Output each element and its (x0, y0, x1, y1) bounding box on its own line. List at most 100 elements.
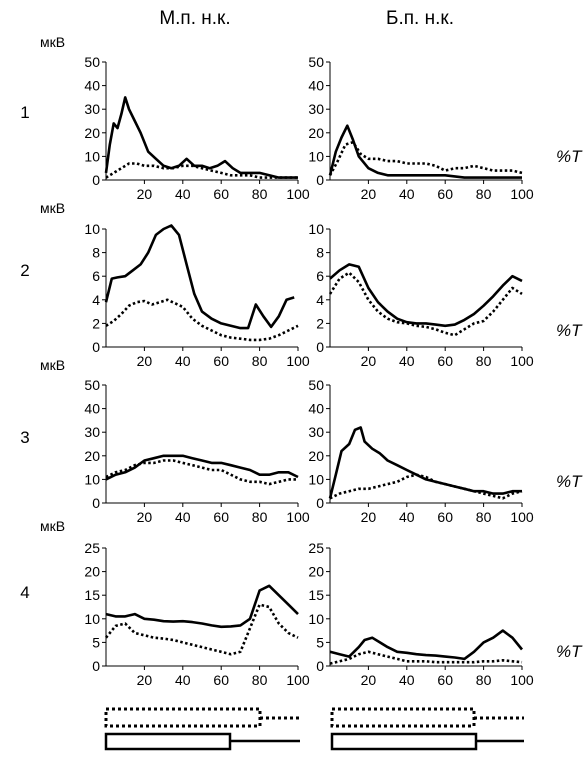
x-unit-row-3: %T (556, 472, 583, 491)
y-unit-row-1: мкВ (40, 34, 65, 50)
y-tick-label-r4c2-15: 15 (308, 587, 324, 603)
series-solid-r2c2 (329, 263, 523, 328)
y-tick-label-r3c2-40: 40 (308, 401, 324, 417)
x-tick-label-r4c1-20: 20 (137, 672, 153, 688)
x-tick-label-r4c2-100: 100 (510, 672, 534, 688)
x-tick-label-r3c2-20: 20 (361, 509, 377, 525)
x-tick-label-r4c2-60: 60 (437, 672, 453, 688)
y-tick-label-r4c1-5: 5 (92, 634, 100, 650)
y-tick-label-r2c1-0: 0 (92, 339, 100, 355)
y-tick-label-r2c1-6: 6 (92, 268, 100, 284)
y-tick-label-r3c2-10: 10 (308, 471, 324, 487)
panel-r3c1: 0 10 20 30 40 50 20 40 60 80 100 (84, 377, 309, 525)
stimulus-diagram-left (104, 707, 300, 751)
x-tick-label-r4c1-60: 60 (213, 672, 229, 688)
y-tick-label-r1c2-40: 40 (308, 78, 324, 94)
series-solid-r2c1 (104, 224, 295, 330)
x-tick-label-r2c1-40: 40 (175, 353, 191, 369)
x-tick-label-r2c1-60: 60 (213, 353, 229, 369)
series-solid-r1c2 (328, 124, 522, 179)
x-tick-label-r2c1-20: 20 (137, 353, 153, 369)
x-tick-label-r1c1-20: 20 (137, 186, 153, 202)
series-solid-r4c2 (329, 629, 524, 661)
row-label-2: 2 (20, 261, 29, 280)
x-tick-label-r1c2-20: 20 (361, 186, 377, 202)
x-tick-label-r2c1-100: 100 (286, 353, 310, 369)
y-tick-label-r3c2-20: 20 (308, 448, 324, 464)
y-tick-label-r1c2-50: 50 (308, 54, 324, 70)
series-dotted-r2c2 (328, 271, 523, 337)
x-tick-label-r3c2-80: 80 (476, 509, 492, 525)
y-tick-label-r4c2-20: 20 (308, 564, 324, 580)
series-dotted-r4c2 (329, 650, 523, 665)
x-tick-label-r3c1-80: 80 (252, 509, 268, 525)
x-tick-label-r1c2-100: 100 (510, 186, 534, 202)
y-tick-label-r2c1-10: 10 (84, 221, 100, 237)
x-tick-label-r1c2-60: 60 (437, 186, 453, 202)
y-tick-label-r2c1-8: 8 (92, 245, 100, 261)
y-tick-label-r3c1-20: 20 (84, 448, 100, 464)
x-tick-label-r1c1-60: 60 (213, 186, 229, 202)
x-tick-label-r3c2-40: 40 (399, 509, 415, 525)
panel-r1c2: 0 10 20 30 40 50 20 40 60 80 100 (308, 54, 533, 202)
panel-r3c2: 0 10 20 30 40 50 20 40 60 80 100 (308, 377, 533, 525)
y-tick-label-r1c2-10: 10 (308, 148, 324, 164)
y-tick-label-r2c2-4: 4 (316, 292, 324, 308)
x-tick-label-r1c1-80: 80 (252, 186, 268, 202)
y-tick-label-r4c2-5: 5 (316, 634, 324, 650)
y-tick-label-r1c1-40: 40 (84, 78, 100, 94)
y-tick-label-r4c1-25: 25 (84, 540, 100, 556)
row-label-3: 3 (20, 428, 29, 447)
column-title-right: Б.п. н.к. (386, 8, 454, 29)
x-tick-label-r4c1-40: 40 (175, 672, 191, 688)
panel-r4c2: 0 5 10 15 20 25 20 40 60 80 100 (308, 540, 533, 688)
x-tick-label-r4c2-80: 80 (476, 672, 492, 688)
series-dotted-r3c2 (329, 473, 523, 500)
x-tick-label-r3c1-40: 40 (175, 509, 191, 525)
panel-r4c1: 0 5 10 15 20 25 20 40 60 80 100 (84, 540, 309, 688)
stimulus-solid-bar-right (330, 732, 478, 751)
series-solid-r4c1 (105, 584, 299, 629)
y-tick-label-r1c1-0: 0 (92, 172, 100, 188)
y-tick-label-r1c2-30: 30 (308, 101, 324, 117)
y-tick-label-r4c2-0: 0 (316, 658, 324, 674)
x-tick-label-r2c2-40: 40 (399, 353, 415, 369)
y-tick-label-r2c1-4: 4 (92, 292, 100, 308)
y-tick-label-r4c1-20: 20 (84, 564, 100, 580)
y-tick-label-r1c2-0: 0 (316, 172, 324, 188)
y-tick-label-r3c2-0: 0 (316, 495, 324, 511)
y-tick-label-r2c2-6: 6 (316, 268, 324, 284)
panel-r1c1: 0 10 20 30 40 50 20 40 60 80 100 (84, 54, 309, 202)
series-dotted-r3c1 (105, 459, 298, 486)
y-tick-label-r3c1-40: 40 (84, 401, 100, 417)
x-tick-label-r4c2-40: 40 (399, 672, 415, 688)
y-tick-label-r4c1-10: 10 (84, 611, 100, 627)
series-dotted-r1c1 (105, 162, 298, 179)
row-label-4: 4 (20, 583, 29, 602)
y-tick-label-r2c2-8: 8 (316, 245, 324, 261)
y-tick-label-r4c2-25: 25 (308, 540, 324, 556)
x-tick-label-r2c2-20: 20 (361, 353, 377, 369)
y-tick-label-r4c1-15: 15 (84, 587, 100, 603)
x-tick-label-r1c1-100: 100 (286, 186, 310, 202)
x-tick-label-r4c1-80: 80 (252, 672, 268, 688)
y-tick-label-r3c1-10: 10 (84, 471, 100, 487)
y-tick-label-r4c1-0: 0 (92, 658, 100, 674)
y-unit-row-2: мкВ (40, 200, 65, 216)
x-tick-label-r4c2-20: 20 (361, 672, 377, 688)
x-tick-label-r2c2-100: 100 (510, 353, 534, 369)
x-tick-label-r3c1-100: 100 (286, 509, 310, 525)
y-tick-label-r3c1-30: 30 (84, 424, 100, 440)
series-solid-r1c1 (104, 96, 298, 179)
x-tick-label-r3c1-20: 20 (137, 509, 153, 525)
y-tick-label-r3c1-0: 0 (92, 495, 100, 511)
y-tick-label-r4c2-10: 10 (308, 611, 324, 627)
x-unit-row-4: %T (556, 642, 583, 661)
series-solid-r3c2 (328, 426, 522, 499)
y-tick-label-r3c2-50: 50 (308, 377, 324, 393)
y-tick-label-r3c1-50: 50 (84, 377, 100, 393)
series-solid-r3c1 (105, 454, 299, 481)
stimulus-solid-bar-left (104, 732, 232, 751)
x-unit-row-2: %T (556, 321, 583, 340)
